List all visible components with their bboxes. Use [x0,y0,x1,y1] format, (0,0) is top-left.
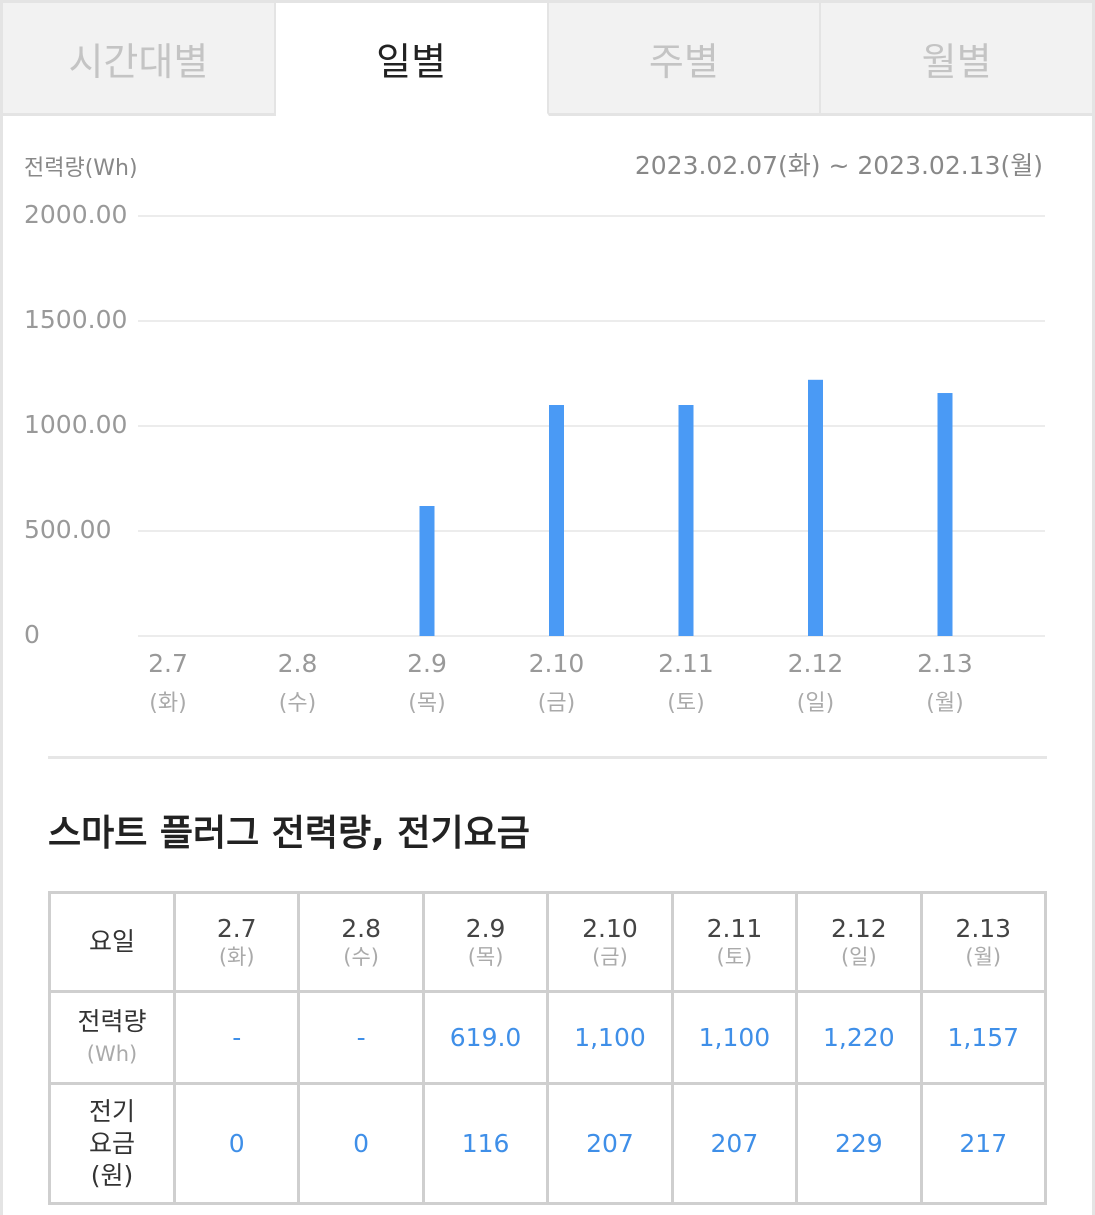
day-label: 2.12 [830,914,887,943]
section-title: 스마트 플러그 전력량, 전기요금 [48,813,530,854]
weekday-label: (일) [840,945,877,969]
chart-bar [678,405,694,636]
row-header-power: 전력량 (Wh) [48,990,176,1085]
day-label: 2.11 [706,914,763,943]
chart-x-tick-label: 2.10 [529,649,585,678]
row-header-fee-line1: 전기 [88,1096,135,1126]
chart-x-tick-label: 2.12 [788,649,844,678]
chart-y-tick-label: 1500.00 [24,305,127,334]
power-value: - [172,990,301,1085]
power-value: 1,220 [795,990,923,1085]
chart-x-tick-label: 2.8 [278,649,318,678]
tab-monthly[interactable]: 월별 [821,3,1092,116]
day-label: 2.7 [216,914,257,943]
row-header-power-label: 전력량 [77,1006,147,1036]
table-cell-day: 2.10 (금) [546,891,674,993]
table-cell-day: 2.9 (목) [421,891,550,993]
day-label: 2.10 [582,914,638,943]
table-cell-day: 2.7 (화) [172,891,301,993]
period-tabs: 시간대별 일별 주별 월별 [0,0,1095,116]
chart-x-tick-weekday: (토) [667,691,704,716]
row-header-fee: 전기 요금 (원) [48,1082,176,1205]
chart-date-range: 2023.02.07(화) ~ 2023.02.13(월) [634,151,1043,180]
fee-value: 207 [670,1082,799,1205]
table-cell-day: 2.12 (일) [795,891,923,993]
chart-gridlines [138,215,1045,637]
row-header-day-label: 요일 [88,927,135,956]
chart-x-tick-label: 2.7 [148,649,188,678]
chart-y-tick-label: 2000.00 [24,200,127,229]
weekday-label: (금) [592,945,628,969]
chart-y-tick-label: 500.00 [24,515,111,544]
table-row-fee: 전기 요금 (원) 0 0 116 207 207 229 217 [48,1082,1048,1205]
power-value: - [297,990,425,1085]
table-cell-day: 2.11 (토) [670,891,799,993]
row-header-fee-line3: (원) [90,1160,134,1190]
fee-value: 207 [546,1082,674,1205]
tab-weekly[interactable]: 주별 [548,3,822,116]
chart-y-tick-label: 1000.00 [24,410,127,439]
tab-hourly[interactable]: 시간대별 [3,3,276,116]
power-value: 1,100 [546,990,674,1085]
chart-x-tick-weekday: (목) [408,691,445,716]
weekday-label: (수) [343,945,379,969]
fee-value: 0 [172,1082,301,1205]
daily-power-bar-chart: 0 500.00 1000.00 1500.00 2000.00 2.7 (화) 2.8 (수… [24,200,1045,716]
chart-bar [808,379,823,636]
chart-y-axis-label: 전력량(Wh) [24,156,138,181]
chart-x-tick-label: 2.13 [917,649,973,678]
table-cell-day: 2.8 (수) [297,891,425,993]
chart-bar [549,405,564,636]
chart-bars [419,379,953,636]
section-divider [48,756,1047,759]
table-cell-day: 2.13 (월) [919,891,1048,993]
table-row-power: 전력량 (Wh) - - 619.0 1,100 1,100 1,220 1,1… [48,990,1048,1085]
chart-bar [937,393,953,636]
day-label: 2.13 [955,914,1012,943]
chart-x-tick-weekday: (수) [279,691,316,716]
row-header-fee-line2: 요금 [88,1128,135,1158]
power-value: 1,100 [670,990,799,1085]
power-value: 1,157 [919,990,1048,1085]
power-value: 619.0 [421,990,550,1085]
fee-value: 116 [421,1082,550,1205]
power-fee-table: 요일 2.7 (화) 2.8 (수) 2.9 (목) 2.10 (금) 2.11 (토) … [48,891,1048,1205]
chart-x-tick-weekday: (화) [149,691,186,716]
weekday-label: (토) [716,945,753,969]
chart-y-ticks: 0 500.00 1000.00 1500.00 2000.00 [24,200,127,649]
chart-bar [419,506,435,636]
row-header-day: 요일 [48,891,176,993]
content-frame [0,116,1095,1215]
chart-x-tick-label: 2.11 [658,649,714,678]
table-row-day: 요일 2.7 (화) 2.8 (수) 2.9 (목) 2.10 (금) 2.11 (토) … [48,891,1048,993]
chart-x-tick-weekday: (금) [538,691,575,716]
row-header-power-unit: (Wh) [86,1041,138,1066]
day-label: 2.8 [341,914,382,943]
chart-x-ticks: 2.7 (화) 2.8 (수) 2.9 (목) 2.10 (금) 2.11 (토) 2.12 (일) 2… [148,649,973,716]
chart-x-tick-weekday: (월) [926,691,963,716]
chart-x-tick-label: 2.9 [407,649,447,678]
weekday-label: (월) [965,945,1002,969]
fee-value: 217 [919,1082,1048,1205]
weekday-label: (화) [218,945,255,969]
chart-x-tick-weekday: (일) [797,691,834,716]
chart-y-tick-label: 0 [24,620,40,649]
weekday-label: (목) [467,945,504,969]
day-label: 2.9 [465,914,506,943]
tab-daily[interactable]: 일별 [275,3,549,116]
fee-value: 0 [297,1082,425,1205]
fee-value: 229 [795,1082,923,1205]
